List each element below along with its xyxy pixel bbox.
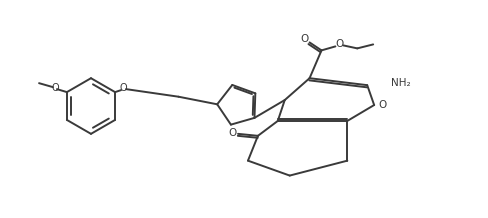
- Text: O: O: [51, 83, 59, 93]
- Text: O: O: [119, 83, 127, 93]
- Text: O: O: [301, 34, 309, 44]
- Text: O: O: [378, 100, 386, 110]
- Text: O: O: [228, 128, 236, 138]
- Text: O: O: [335, 39, 344, 49]
- Text: NH₂: NH₂: [391, 78, 411, 88]
